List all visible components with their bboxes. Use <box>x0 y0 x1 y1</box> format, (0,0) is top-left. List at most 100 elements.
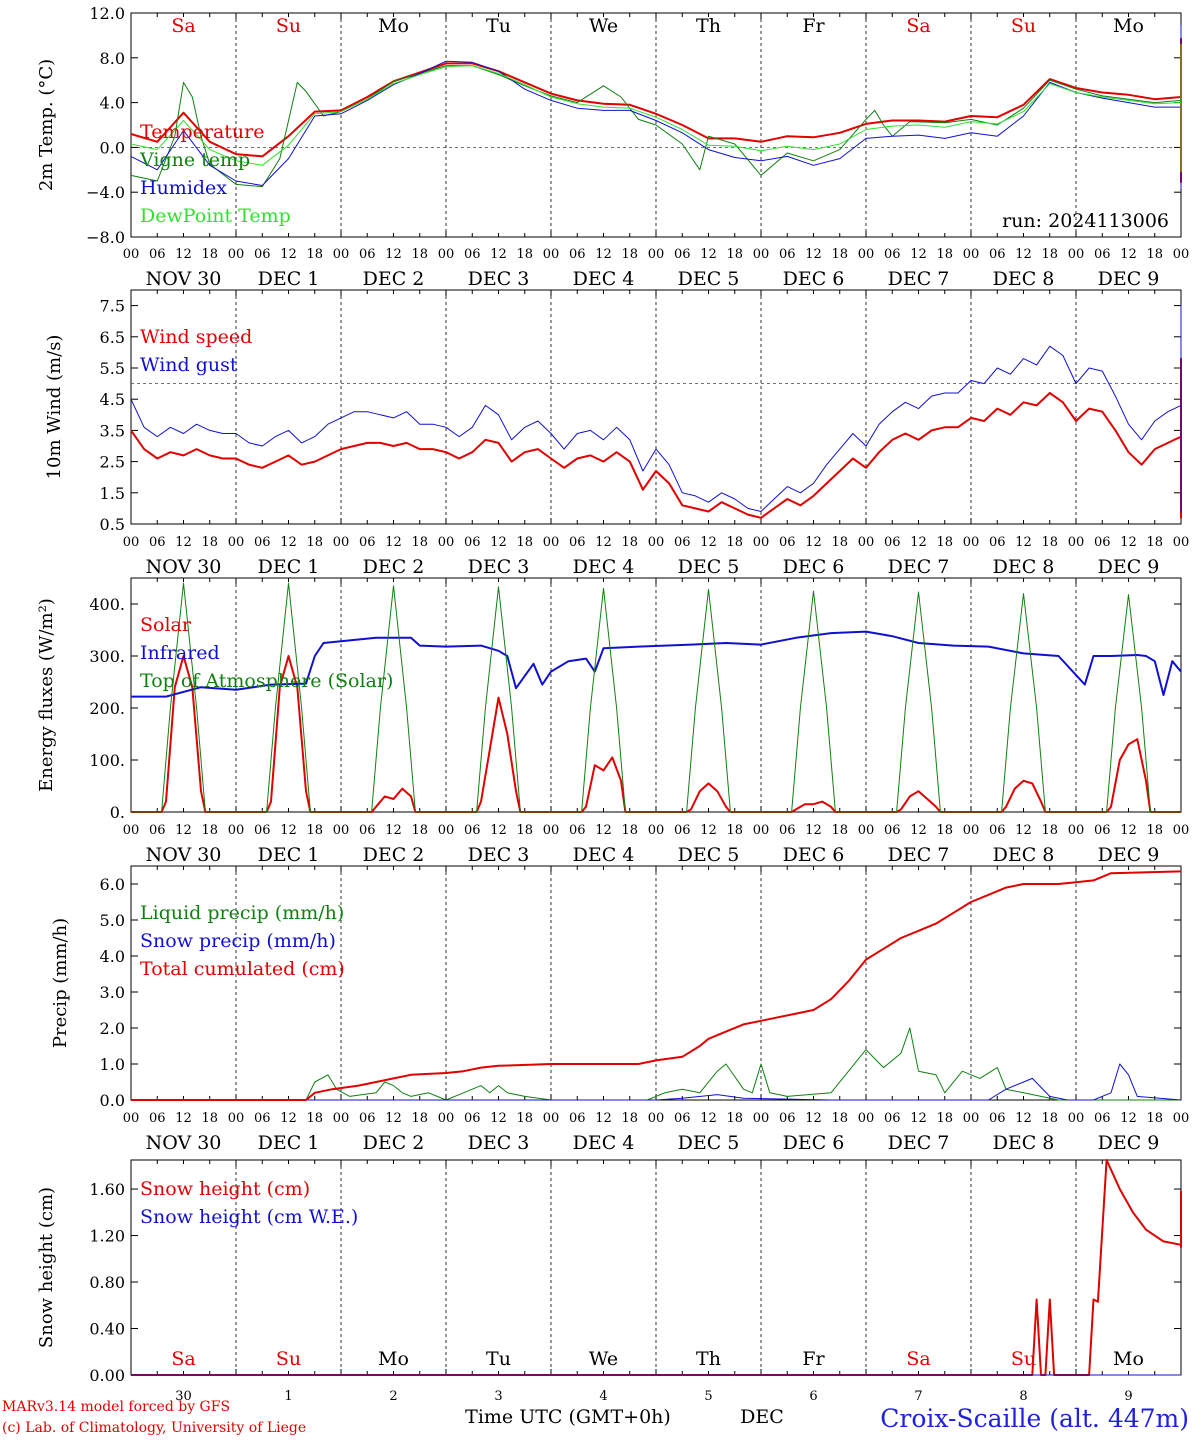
x-date-label: NOV 30 <box>146 268 222 290</box>
x-hour-label: 00 <box>648 535 665 550</box>
x-hour-label: 12 <box>1015 247 1032 262</box>
x-hour-label: 18 <box>201 247 218 262</box>
y-tick-label: 0.40 <box>89 1320 125 1339</box>
x-hour-label: 18 <box>831 1111 848 1126</box>
x-hour-label: 12 <box>385 247 402 262</box>
x-hour-label: 00 <box>753 823 770 838</box>
x-hour-label: 12 <box>175 535 192 550</box>
panel-energy-fluxes-w-m: 0. 100. 200. 300. 400. Energy fluxes (W/m²) 00… <box>36 577 1189 866</box>
x-date-label: DEC 5 <box>678 556 740 578</box>
legend-wind-speed: Wind speed <box>140 326 252 348</box>
x-hour-label: 00 <box>1068 247 1085 262</box>
x-hour-label: 00 <box>333 535 350 550</box>
x-hour-label: 06 <box>884 535 901 550</box>
x-date-label: DEC 2 <box>363 844 425 866</box>
x-hour-label: 00 <box>858 823 875 838</box>
y-tick-label: 6.0 <box>100 875 125 894</box>
x-hour-label: 00 <box>648 1111 665 1126</box>
x-hour-label: 00 <box>228 247 245 262</box>
x-hour-label: 12 <box>910 1111 927 1126</box>
legend-snow-precip-mm-h: Snow precip (mm/h) <box>140 930 336 952</box>
day-number: 4 <box>599 1389 607 1404</box>
x-date-label: DEC 3 <box>468 1132 530 1154</box>
y-tick-label: 2.5 <box>100 453 125 472</box>
x-hour-label: 00 <box>1173 535 1190 550</box>
x-hour-label: 06 <box>254 247 271 262</box>
x-date-label: DEC 1 <box>258 1132 320 1154</box>
x-hour-label: 12 <box>595 535 612 550</box>
x-hour-label: 18 <box>516 1111 533 1126</box>
legend-top-of-atmosphere-solar: Top of Atmosphere (Solar) <box>140 670 393 692</box>
x-hour-label: 00 <box>963 247 980 262</box>
y-tick-label: 1.5 <box>100 484 125 503</box>
x-hour-label: 06 <box>674 1111 691 1126</box>
x-hour-label: 06 <box>1094 535 1111 550</box>
x-hour-label: 06 <box>779 535 796 550</box>
day-name: Tu <box>486 15 511 37</box>
x-hour-label: 18 <box>1041 535 1058 550</box>
x-hour-label: 18 <box>726 535 743 550</box>
x-date-label: DEC 8 <box>993 1132 1055 1154</box>
day-number: 5 <box>704 1389 712 1404</box>
x-hour-label: 12 <box>805 535 822 550</box>
x-hour-label: 06 <box>359 247 376 262</box>
x-hour-label: 06 <box>569 535 586 550</box>
x-hour-label: 00 <box>1068 535 1085 550</box>
y-tick-label: −4.0 <box>86 183 125 202</box>
day-name: Fr <box>802 1348 825 1370</box>
x-date-label: DEC 3 <box>468 556 530 578</box>
x-hour-label: 12 <box>1120 247 1137 262</box>
panel-precip-mm-h: 0.0 1.0 2.0 3.0 4.0 5.0 6.0 Precip (mm/h) 00 06 12… <box>50 865 1189 1154</box>
y-tick-label: 2.0 <box>100 1019 125 1038</box>
x-hour-label: 00 <box>123 535 140 550</box>
series-dewpoint-temp <box>130 43 1182 172</box>
day-name: Sa <box>906 1348 930 1370</box>
panel-10m-wind-m-s: 0.5 1.5 2.5 3.5 4.5 5.5 6.5 7.5 10m Wind (m/s) 00… <box>44 289 1190 578</box>
x-hour-label: 18 <box>621 1111 638 1126</box>
x-date-label: DEC 8 <box>993 556 1055 578</box>
x-hour-label: 18 <box>306 247 323 262</box>
day-number: 6 <box>809 1389 817 1404</box>
x-date-label: DEC 2 <box>363 556 425 578</box>
x-hour-label: 06 <box>464 823 481 838</box>
x-hour-label: 12 <box>1120 1111 1137 1126</box>
legend-snow-height-cm-w-e: Snow height (cm W.E.) <box>140 1206 358 1228</box>
x-hour-label: 12 <box>595 823 612 838</box>
day-number: 1 <box>284 1389 292 1404</box>
y-tick-label: 0.0 <box>100 138 125 157</box>
day-name: Sa <box>906 15 930 37</box>
x-hour-label: 00 <box>963 535 980 550</box>
x-date-label: DEC 1 <box>258 844 320 866</box>
x-hour-label: 00 <box>438 1111 455 1126</box>
x-hour-label: 12 <box>490 247 507 262</box>
x-date-label: DEC 9 <box>1098 556 1160 578</box>
series-liquid-precip-mm-h <box>131 1027 1181 1101</box>
legend-humidex: Humidex <box>140 177 227 199</box>
day-number: 3 <box>494 1389 502 1404</box>
x-hour-label: 06 <box>1094 823 1111 838</box>
x-hour-label: 18 <box>1041 823 1058 838</box>
day-name: Su <box>1011 15 1036 37</box>
x-hour-label: 06 <box>254 823 271 838</box>
y-axis-label: 2m Temp. (°C) <box>36 59 57 191</box>
x-date-label: DEC 5 <box>678 268 740 290</box>
day-name: Sa <box>171 15 195 37</box>
day-name: Su <box>276 15 301 37</box>
x-date-label: DEC 7 <box>888 844 950 866</box>
day-name: We <box>589 1348 618 1370</box>
x-hour-label: 12 <box>595 1111 612 1126</box>
day-name: Mo <box>378 15 409 37</box>
x-hour-label: 12 <box>910 247 927 262</box>
x-hour-label: 12 <box>1120 823 1137 838</box>
x-hour-label: 12 <box>280 823 297 838</box>
x-hour-label: 06 <box>989 1111 1006 1126</box>
x-hour-label: 00 <box>228 535 245 550</box>
x-hour-label: 00 <box>543 823 560 838</box>
x-hour-label: 18 <box>1146 1111 1163 1126</box>
x-hour-label: 12 <box>910 535 927 550</box>
x-date-label: DEC 5 <box>678 844 740 866</box>
x-hour-label: 00 <box>753 535 770 550</box>
y-tick-label: 3.5 <box>100 421 125 440</box>
x-hour-label: 12 <box>1120 535 1137 550</box>
